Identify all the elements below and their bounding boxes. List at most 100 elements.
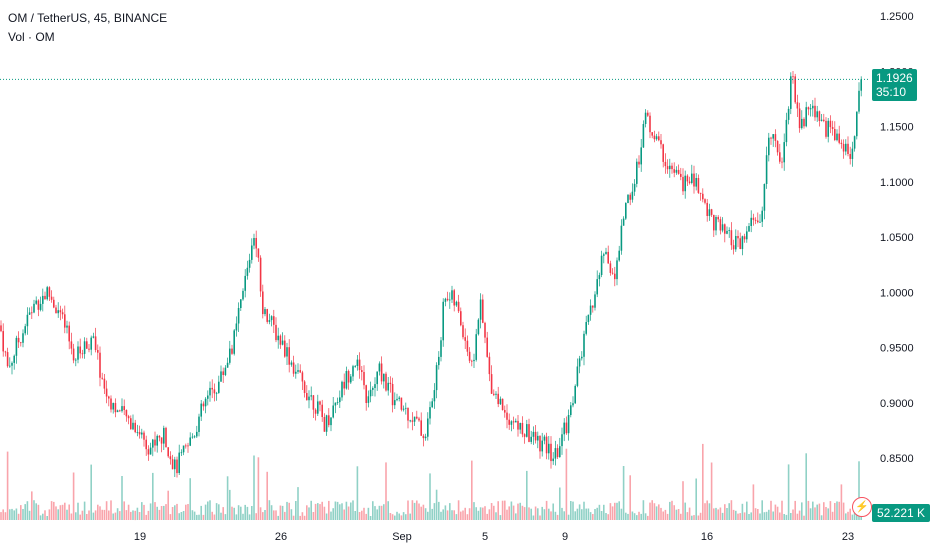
volume-bar [534, 506, 537, 520]
candle-body [297, 370, 299, 372]
volume-bar [101, 509, 103, 520]
volume-bar [39, 515, 42, 520]
candle-body [497, 393, 499, 405]
candle-body [409, 420, 411, 422]
volume-bar [251, 506, 253, 520]
volume-bar [790, 513, 792, 520]
candle-body [477, 319, 480, 335]
volume-bar [31, 491, 33, 520]
price-axis[interactable]: 1.25001.20001.15001.10001.05001.00000.95… [880, 11, 914, 465]
candle-body [380, 363, 383, 382]
volume-bar [715, 507, 717, 520]
candle-body [651, 132, 653, 136]
volume-bar [796, 513, 799, 520]
candle-body [44, 295, 46, 300]
candle-body [572, 403, 574, 406]
candle-body [840, 142, 843, 144]
volume-bar [477, 510, 480, 520]
candle-body [167, 447, 169, 457]
candle-body [787, 108, 790, 120]
candle-body [277, 335, 279, 341]
candle-body [814, 105, 816, 118]
candle-body [757, 220, 759, 223]
candle-body [145, 439, 147, 450]
time-axis[interactable]: 19 26 Sep 5 9 16 23 [134, 531, 854, 543]
volume-bar [339, 504, 341, 520]
volume-bar [257, 457, 260, 520]
candle-body [721, 224, 724, 231]
volume-bar [387, 501, 389, 520]
volume-bar [693, 515, 695, 520]
candle-body [61, 312, 64, 315]
candle-body [279, 335, 282, 345]
volume-bar [281, 505, 284, 520]
candle-body [794, 76, 796, 103]
candle-body [176, 459, 178, 474]
volume-bar [310, 500, 312, 520]
volume-bar [347, 506, 350, 520]
price-tick-label: 1.2500 [880, 11, 914, 23]
candle-body [493, 393, 495, 395]
volume-bar [68, 504, 70, 520]
candle-body [600, 255, 603, 275]
volume-indicator-label[interactable]: Vol · OM [8, 30, 55, 44]
candle-body [37, 300, 40, 310]
candle-body [240, 299, 242, 308]
candle-body [345, 371, 348, 389]
candle-body [649, 115, 651, 133]
volume-bar [83, 501, 86, 520]
candle-body [394, 400, 396, 406]
candle-body [235, 323, 238, 331]
volume-bar [213, 514, 216, 520]
volume-bar [94, 510, 97, 520]
flash-icon[interactable]: ⚡ [852, 497, 872, 517]
candle-body [336, 402, 339, 403]
candle-body [752, 217, 755, 220]
volume-bar [537, 508, 539, 520]
candle-body [715, 217, 717, 231]
symbol-title[interactable]: OM / TetherUS, 45, BINANCE [8, 11, 168, 25]
volume-bar [418, 503, 420, 520]
candle-body [763, 184, 766, 211]
candle-body [781, 161, 783, 163]
candle-body [284, 340, 286, 357]
candle-body [836, 133, 838, 141]
volume-bar [369, 516, 372, 520]
candle-body [435, 365, 438, 391]
candle-body [845, 143, 847, 152]
volume-bar [193, 511, 196, 520]
candle-body [376, 371, 378, 385]
candle-body [708, 209, 711, 216]
volume-bar [81, 510, 84, 520]
candle-body [312, 395, 315, 410]
volume-bar [273, 510, 275, 520]
candle-body [847, 143, 849, 154]
volume-bar [200, 505, 202, 520]
volume-bar [836, 501, 838, 520]
volume-bar [20, 505, 22, 520]
volume-bar [499, 515, 502, 520]
volume-bar [699, 512, 702, 520]
volume-bar [97, 504, 99, 520]
price-tick-label: 1.0000 [880, 287, 914, 299]
candle-body [416, 416, 418, 419]
volume-bar [17, 513, 20, 520]
candle-body [684, 175, 686, 192]
volume-bar [325, 513, 328, 520]
candle-body [486, 337, 488, 357]
volume-bar [526, 470, 528, 520]
volume-bar [198, 514, 200, 520]
candle-body [543, 436, 546, 441]
volume-bar [616, 502, 618, 520]
volume-bar [697, 515, 700, 520]
candle-body [310, 395, 312, 397]
last-price-value: 1.1926 [876, 71, 913, 86]
volume-bar [9, 509, 11, 520]
candle-body [664, 161, 667, 167]
candle-body [50, 296, 53, 300]
volume-bar [466, 514, 469, 520]
volume-bar [774, 504, 777, 520]
candle-body [273, 316, 275, 325]
candle-body [490, 374, 493, 394]
